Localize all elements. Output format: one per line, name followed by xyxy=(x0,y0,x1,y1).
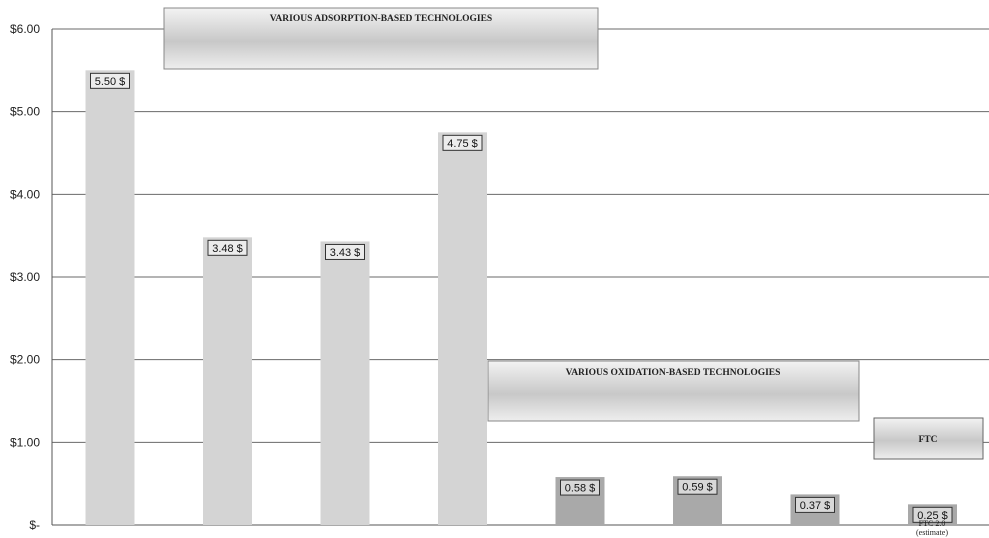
data-label: 0.25 $ xyxy=(917,510,948,522)
annotation-ftc-banner: FTC xyxy=(873,417,984,460)
annotation-oxidation-banner: VARIOUS OXIDATION-BASED TECHNOLOGIES xyxy=(487,360,860,422)
gridlines xyxy=(52,28,989,526)
data-label-box xyxy=(912,506,953,523)
annotation-ftc-text: FTC xyxy=(919,435,938,445)
data-label-box xyxy=(795,496,835,513)
y-tick-label: $6.00 xyxy=(10,22,40,36)
annotation-adsorption-banner: VARIOUS ADSORPTION-BASED TECHNOLOGIES xyxy=(163,7,599,70)
category-label-line1: FTC 2.0 xyxy=(919,519,946,528)
bar xyxy=(203,237,252,525)
category-label-ftc: FTC 2.0 (estimate) xyxy=(916,519,948,537)
data-label: 0.37 $ xyxy=(800,500,831,512)
data-label-box xyxy=(325,243,365,260)
annotation-adsorption-text: VARIOUS ADSORPTION-BASED TECHNOLOGIES xyxy=(270,14,492,24)
data-label: 5.50 $ xyxy=(95,76,126,88)
y-axis: $- $1.00 $2.00 $3.00 $4.00 $5.00 $6.00 xyxy=(10,22,53,532)
data-label: 4.75 $ xyxy=(447,138,478,150)
data-label-box xyxy=(560,479,600,496)
data-label-box xyxy=(677,478,718,495)
y-tick-label: $5.00 xyxy=(10,105,40,119)
data-label: 3.48 $ xyxy=(212,243,243,255)
y-tick-label: $4.00 xyxy=(10,187,40,201)
bars xyxy=(85,70,957,526)
y-tick-label: $1.00 xyxy=(10,435,40,449)
bar xyxy=(320,241,370,525)
bar xyxy=(438,132,487,526)
category-label-line2: (estimate) xyxy=(916,528,948,537)
data-label: 3.43 $ xyxy=(330,247,361,259)
bar xyxy=(85,70,135,525)
data-label-box xyxy=(207,239,248,256)
data-label-box xyxy=(90,72,130,89)
y-tick-label: $- xyxy=(29,518,40,532)
data-label: 0.59 $ xyxy=(682,482,713,494)
data-label-box xyxy=(442,134,483,151)
y-tick-label: $2.00 xyxy=(10,353,40,367)
y-tick-label: $3.00 xyxy=(10,270,40,284)
annotation-oxidation-text: VARIOUS OXIDATION-BASED TECHNOLOGIES xyxy=(566,368,781,378)
data-labels: 5.50 $ 3.48 $ 3.43 $ 4.75 $ 0.58 $ 0.59 $ 0.37… xyxy=(90,72,953,523)
data-label: 0.58 $ xyxy=(565,483,596,495)
